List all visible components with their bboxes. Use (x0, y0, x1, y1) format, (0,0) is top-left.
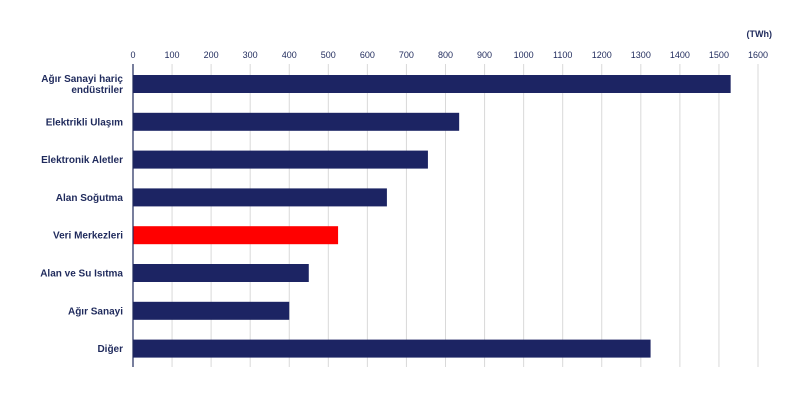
category-label: Diğer (97, 344, 123, 355)
category-labels: Ağır Sanayi hariç endüstriler Elektrikli U… (40, 74, 123, 355)
bar (133, 264, 309, 282)
category-label: Elektrikli Ulaşım (46, 117, 123, 128)
bar (133, 226, 339, 245)
x-tick-label: 1000 (514, 50, 534, 60)
bar (133, 188, 387, 207)
x-tick-label: 900 (477, 50, 492, 60)
unit-label: (TWh) (747, 29, 772, 39)
x-tick-label: 800 (438, 50, 453, 60)
bar (133, 75, 731, 93)
x-tick-label: 0 (130, 50, 135, 60)
bar (133, 112, 460, 131)
category-label: Elektronik Aletler (41, 155, 123, 166)
category-label: Alan ve Su Isıtma (40, 269, 123, 280)
x-tick-label: 1600 (748, 50, 768, 60)
category-label: Alan Soğutma (56, 193, 124, 204)
bar (133, 150, 428, 169)
grid (171, 64, 759, 367)
category-label: Ağır Sanayi (68, 306, 123, 317)
x-tick-label: 500 (321, 50, 336, 60)
bars (133, 75, 731, 358)
x-tick-label: 300 (243, 50, 258, 60)
x-tick-label: 1500 (709, 50, 729, 60)
x-tick-label: 1200 (592, 50, 612, 60)
x-tick-label: 700 (399, 50, 414, 60)
x-tick-label: 600 (360, 50, 375, 60)
x-tick-label: 400 (282, 50, 297, 60)
x-tick-label: 1100 (553, 50, 572, 60)
bar (133, 301, 290, 320)
x-tick-label: 1400 (670, 50, 690, 60)
x-tick-label: 1300 (631, 50, 651, 60)
x-tick-label: 100 (165, 50, 180, 60)
x-tick-label: 200 (204, 50, 219, 60)
category-label: Veri Merkezleri (53, 231, 123, 242)
category-label: Ağır Sanayi hariç endüstriler (41, 74, 123, 96)
x-axis-ticks: 0 100 200 300 400 500 600 700 800 900 1000 1100 1200… (130, 50, 768, 60)
bar (133, 339, 651, 358)
